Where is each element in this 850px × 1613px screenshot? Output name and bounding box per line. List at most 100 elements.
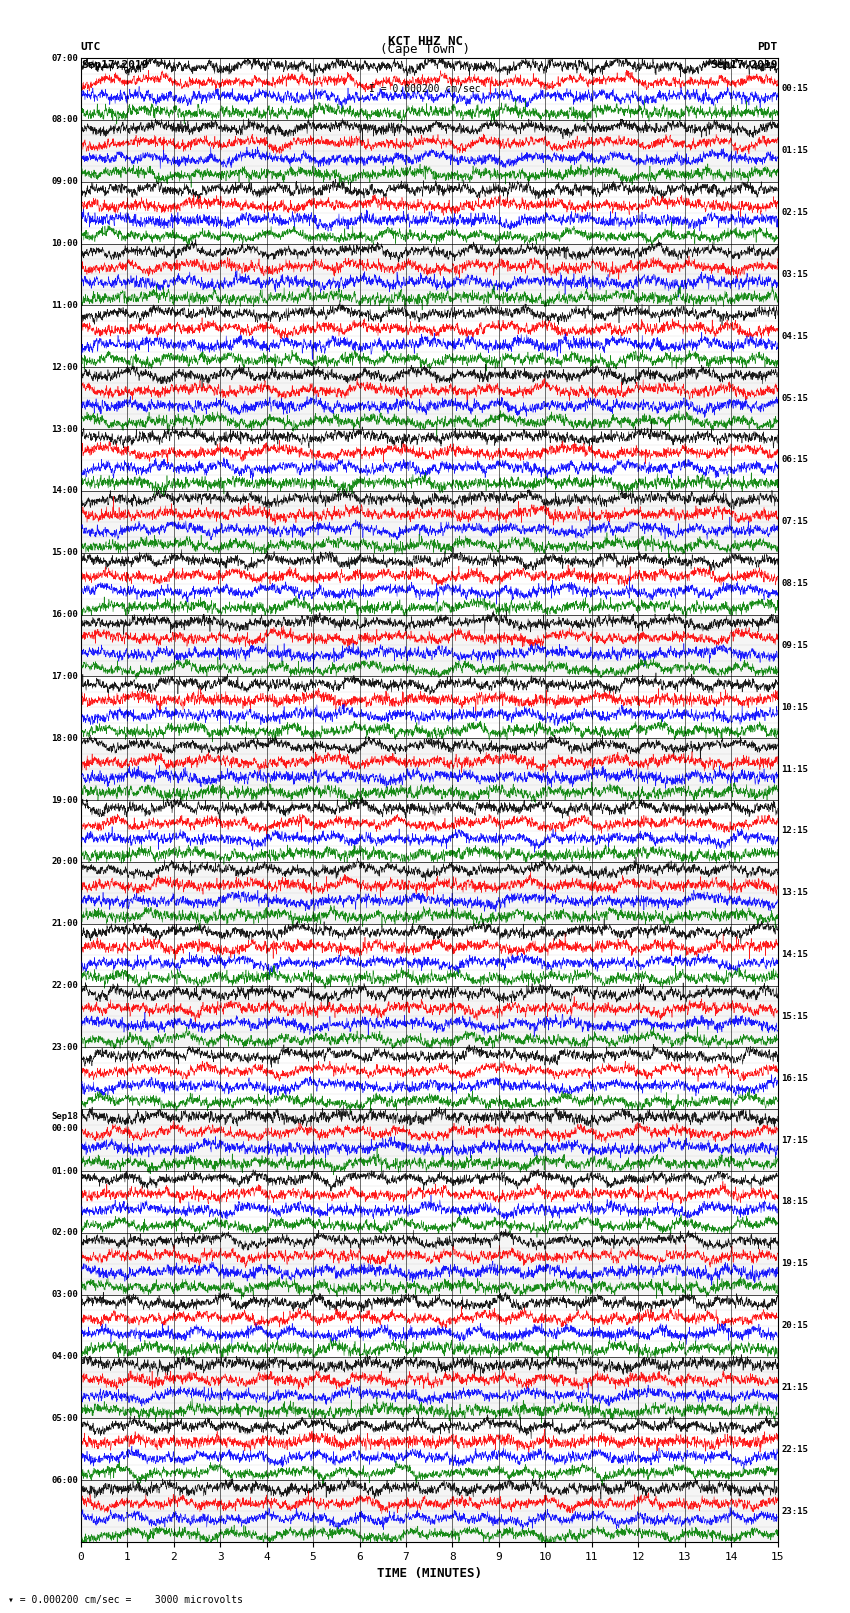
Text: 17:15: 17:15 bbox=[781, 1136, 808, 1145]
Text: 00:00: 00:00 bbox=[51, 1124, 78, 1132]
Text: 06:00: 06:00 bbox=[51, 1476, 78, 1484]
Bar bbox=[81, 1124, 778, 1140]
Bar bbox=[81, 1248, 778, 1265]
Text: 04:00: 04:00 bbox=[51, 1352, 78, 1361]
Bar bbox=[81, 986, 778, 1002]
Bar bbox=[81, 1434, 778, 1450]
Text: 15:00: 15:00 bbox=[51, 548, 78, 556]
Bar bbox=[81, 1218, 778, 1232]
Bar bbox=[81, 598, 778, 615]
Bar bbox=[81, 1032, 778, 1047]
Text: 22:15: 22:15 bbox=[781, 1445, 808, 1453]
Bar bbox=[81, 1187, 778, 1202]
Text: 02:15: 02:15 bbox=[781, 208, 808, 218]
Bar bbox=[81, 1094, 778, 1110]
Bar bbox=[81, 197, 778, 213]
Bar bbox=[81, 352, 778, 368]
Bar bbox=[81, 553, 778, 568]
Bar bbox=[81, 1418, 778, 1434]
Bar bbox=[81, 1326, 778, 1340]
Bar bbox=[81, 413, 778, 429]
Text: 07:15: 07:15 bbox=[781, 518, 808, 526]
Bar bbox=[81, 58, 778, 74]
Text: 18:00: 18:00 bbox=[51, 734, 78, 742]
Bar bbox=[81, 969, 778, 986]
Bar bbox=[81, 645, 778, 661]
Bar bbox=[81, 1077, 778, 1094]
Bar bbox=[81, 1063, 778, 1077]
Bar bbox=[81, 537, 778, 553]
Bar bbox=[81, 290, 778, 305]
Text: Sep17,2019: Sep17,2019 bbox=[81, 60, 148, 69]
Bar bbox=[81, 321, 778, 337]
Bar bbox=[81, 568, 778, 584]
Bar bbox=[81, 166, 778, 182]
Text: 09:15: 09:15 bbox=[781, 640, 808, 650]
Bar bbox=[81, 615, 778, 631]
Bar bbox=[81, 506, 778, 523]
Text: 12:00: 12:00 bbox=[51, 363, 78, 371]
Bar bbox=[81, 861, 778, 877]
Text: ▾ = 0.000200 cm/sec =    3000 microvolts: ▾ = 0.000200 cm/sec = 3000 microvolts bbox=[8, 1595, 243, 1605]
Bar bbox=[81, 706, 778, 723]
Text: 01:00: 01:00 bbox=[51, 1166, 78, 1176]
Text: UTC: UTC bbox=[81, 42, 101, 52]
Text: PDT: PDT bbox=[757, 42, 778, 52]
Bar bbox=[81, 816, 778, 831]
Bar bbox=[81, 274, 778, 290]
Bar bbox=[81, 584, 778, 598]
Bar bbox=[81, 739, 778, 753]
Text: 08:00: 08:00 bbox=[51, 116, 78, 124]
Bar bbox=[81, 368, 778, 382]
Bar bbox=[81, 1140, 778, 1155]
Text: 16:15: 16:15 bbox=[781, 1074, 808, 1082]
Text: 20:15: 20:15 bbox=[781, 1321, 808, 1331]
Text: 13:00: 13:00 bbox=[51, 424, 78, 434]
Bar bbox=[81, 445, 778, 460]
Text: 15:15: 15:15 bbox=[781, 1011, 808, 1021]
Bar bbox=[81, 831, 778, 847]
Bar bbox=[81, 1295, 778, 1310]
Bar bbox=[81, 661, 778, 676]
Bar bbox=[81, 1171, 778, 1187]
Bar bbox=[81, 1373, 778, 1387]
Bar bbox=[81, 1481, 778, 1495]
Text: 20:00: 20:00 bbox=[51, 858, 78, 866]
Text: 00:15: 00:15 bbox=[781, 84, 808, 94]
Text: 09:00: 09:00 bbox=[51, 177, 78, 185]
Bar bbox=[81, 1002, 778, 1016]
Bar bbox=[81, 1526, 778, 1542]
Text: Sep17,2019: Sep17,2019 bbox=[711, 60, 778, 69]
Bar bbox=[81, 152, 778, 166]
Bar bbox=[81, 894, 778, 908]
Text: 21:15: 21:15 bbox=[781, 1382, 808, 1392]
Bar bbox=[81, 213, 778, 227]
Bar bbox=[81, 1110, 778, 1124]
Bar bbox=[81, 955, 778, 969]
Text: 05:15: 05:15 bbox=[781, 394, 808, 403]
Bar bbox=[81, 1448, 778, 1465]
Bar bbox=[81, 1202, 778, 1218]
Text: (Cape Town ): (Cape Town ) bbox=[380, 44, 470, 56]
Bar bbox=[81, 1511, 778, 1526]
Bar bbox=[81, 847, 778, 861]
Text: 23:00: 23:00 bbox=[51, 1044, 78, 1052]
Bar bbox=[81, 1357, 778, 1373]
Text: 18:15: 18:15 bbox=[781, 1197, 808, 1207]
Bar bbox=[81, 1279, 778, 1295]
Text: 08:15: 08:15 bbox=[781, 579, 808, 589]
Bar bbox=[81, 753, 778, 769]
Bar bbox=[81, 382, 778, 398]
Bar bbox=[81, 227, 778, 244]
Bar bbox=[81, 723, 778, 739]
Text: 01:15: 01:15 bbox=[781, 147, 808, 155]
Text: 11:00: 11:00 bbox=[51, 302, 78, 310]
Bar bbox=[81, 1265, 778, 1279]
Bar bbox=[81, 939, 778, 955]
Bar bbox=[81, 631, 778, 645]
X-axis label: TIME (MINUTES): TIME (MINUTES) bbox=[377, 1568, 482, 1581]
Text: 21:00: 21:00 bbox=[51, 919, 78, 927]
Bar bbox=[81, 523, 778, 537]
Text: Sep18: Sep18 bbox=[51, 1113, 78, 1121]
Bar bbox=[81, 1387, 778, 1403]
